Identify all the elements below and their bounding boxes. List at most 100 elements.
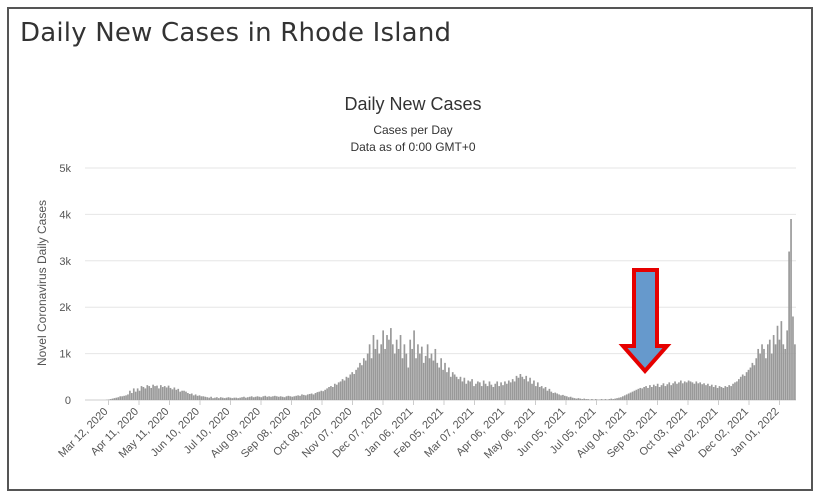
- bar: [204, 396, 207, 400]
- bar: [405, 353, 408, 400]
- bar: [270, 396, 272, 400]
- bar: [471, 379, 473, 400]
- bar: [678, 382, 680, 400]
- bar: [322, 391, 325, 400]
- bar: [699, 382, 702, 400]
- bar: [368, 344, 371, 400]
- bar: [246, 397, 249, 400]
- bar: [326, 388, 328, 400]
- bar: [355, 369, 357, 400]
- bar: [730, 386, 732, 400]
- bar: [111, 398, 114, 400]
- bar: [260, 397, 263, 400]
- bar: [749, 367, 752, 400]
- bar: [768, 339, 771, 400]
- bar: [494, 383, 497, 400]
- bar: [457, 379, 460, 400]
- chart-card: Daily New Cases in Rhode Island: [7, 7, 813, 491]
- bar: [146, 385, 149, 400]
- bar: [391, 344, 394, 400]
- bar: [274, 395, 276, 400]
- bar: [362, 358, 365, 400]
- bar: [641, 388, 644, 400]
- bar: [444, 362, 446, 400]
- bar: [237, 398, 239, 400]
- bar: [248, 396, 251, 400]
- bar: [239, 397, 241, 400]
- bar: [434, 348, 437, 400]
- bar: [446, 372, 448, 400]
- bar: [794, 344, 796, 400]
- bar: [320, 390, 323, 400]
- bar: [117, 397, 120, 400]
- bar: [763, 348, 765, 400]
- bar: [328, 387, 330, 400]
- bar: [577, 398, 580, 400]
- bar: [366, 353, 369, 400]
- bar: [417, 344, 419, 400]
- bar: [521, 376, 524, 400]
- page-title: Daily New Cases in Rhode Island: [20, 18, 452, 48]
- bar: [183, 390, 185, 400]
- bar: [303, 394, 305, 400]
- bar: [724, 386, 727, 400]
- bar: [312, 394, 315, 400]
- bar: [513, 381, 516, 400]
- bar: [347, 377, 350, 400]
- bar: [542, 388, 545, 400]
- bar: [531, 383, 533, 400]
- bar: [420, 346, 423, 400]
- bar: [436, 362, 439, 400]
- bar: [138, 390, 141, 400]
- bar: [560, 395, 562, 400]
- bar: [529, 377, 531, 400]
- bar: [565, 396, 568, 400]
- bar: [181, 390, 183, 400]
- bar: [158, 388, 160, 400]
- bar: [223, 398, 226, 400]
- bar: [161, 387, 164, 400]
- bar: [241, 397, 243, 400]
- bar: [301, 394, 303, 400]
- bar: [591, 399, 593, 400]
- bar: [533, 380, 535, 400]
- bar: [299, 395, 301, 400]
- bar: [127, 394, 129, 400]
- bar: [594, 399, 597, 400]
- bar: [388, 339, 390, 400]
- bar: [552, 393, 555, 400]
- bar: [790, 219, 792, 400]
- bar: [496, 381, 499, 400]
- bar: [252, 397, 255, 400]
- bar: [556, 393, 558, 400]
- bar: [219, 397, 222, 400]
- bar: [734, 382, 736, 400]
- bar: [759, 353, 761, 400]
- bar: [751, 362, 754, 400]
- y-tick-label: 2k: [59, 302, 71, 314]
- bar: [523, 379, 526, 400]
- bar: [306, 394, 309, 400]
- bar: [395, 339, 398, 400]
- bar: [202, 396, 205, 400]
- bar: [687, 380, 690, 400]
- bar: [716, 387, 719, 400]
- bar: [753, 365, 756, 400]
- bar: [258, 396, 261, 400]
- bar: [573, 398, 576, 400]
- bar: [179, 391, 182, 400]
- bar: [477, 381, 479, 400]
- bar: [401, 358, 404, 400]
- bar: [370, 358, 373, 400]
- bar: [504, 381, 506, 400]
- bar: [604, 399, 607, 400]
- bar: [449, 376, 452, 400]
- bar: [461, 381, 464, 400]
- bar: [672, 383, 674, 400]
- bar: [635, 389, 638, 400]
- bar: [697, 383, 700, 400]
- bar: [685, 382, 688, 400]
- chart-title: Daily New Cases: [344, 94, 481, 114]
- bar: [569, 396, 572, 400]
- bar: [473, 386, 475, 400]
